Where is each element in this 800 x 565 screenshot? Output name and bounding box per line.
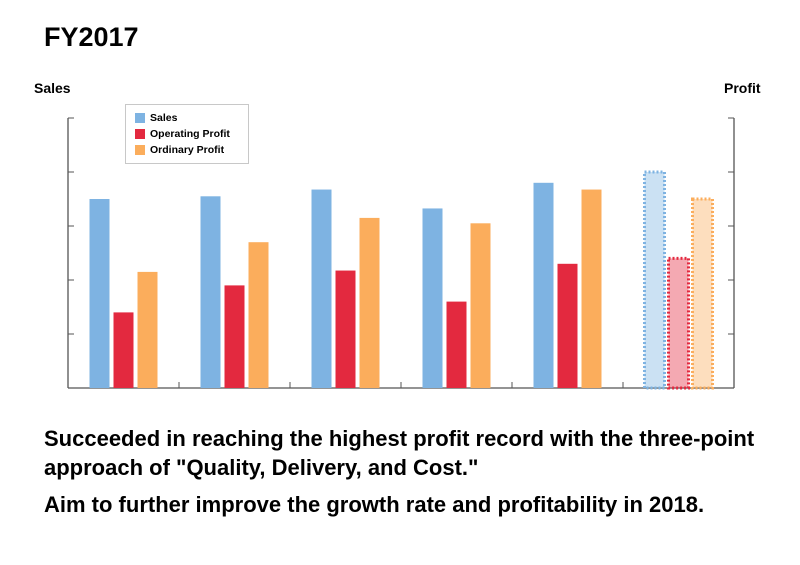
bar-sales bbox=[89, 199, 110, 388]
legend-swatch-operating-profit bbox=[135, 129, 145, 139]
caption-line-2: Aim to further improve the growth rate a… bbox=[44, 492, 705, 517]
bar-operating-profit bbox=[113, 312, 134, 388]
bar-sales bbox=[533, 182, 554, 388]
bar-operating-profit bbox=[557, 263, 578, 388]
projected-bar-sales bbox=[643, 170, 666, 390]
bar-operating-profit bbox=[335, 270, 356, 388]
bar-sales bbox=[311, 189, 332, 388]
left-axis-label: Sales bbox=[34, 80, 71, 96]
legend-item-sales: Sales bbox=[135, 110, 248, 126]
bar-operating-profit bbox=[446, 301, 467, 388]
bar-ordinary-profit bbox=[359, 217, 380, 388]
bar-sales bbox=[200, 196, 221, 388]
legend-label-sales: Sales bbox=[150, 112, 178, 124]
bar-ordinary-profit bbox=[137, 271, 158, 388]
legend-item-ordinary-profit: Ordinary Profit bbox=[135, 142, 248, 158]
page-title: FY2017 bbox=[44, 22, 139, 52]
legend-item-operating-profit: Operating Profit bbox=[135, 126, 248, 142]
projected-bar-ordinary-profit bbox=[691, 197, 714, 390]
caption-line-1: Succeeded in reaching the highest profit… bbox=[44, 426, 755, 480]
legend-swatch-sales bbox=[135, 113, 145, 123]
projected-bar-operating-profit bbox=[667, 256, 690, 390]
bar-ordinary-profit bbox=[581, 189, 602, 388]
bar-sales bbox=[422, 208, 443, 388]
right-axis-label: Profit bbox=[724, 80, 761, 96]
bar-chart bbox=[67, 117, 735, 390]
bar-ordinary-profit bbox=[470, 223, 491, 388]
legend-swatch-ordinary-profit bbox=[135, 145, 145, 155]
legend-label-operating-profit: Operating Profit bbox=[150, 128, 230, 140]
chart-legend: Sales Operating Profit Ordinary Profit bbox=[125, 104, 249, 164]
bar-ordinary-profit bbox=[248, 242, 269, 388]
bar-operating-profit bbox=[224, 285, 245, 388]
legend-label-ordinary-profit: Ordinary Profit bbox=[150, 144, 225, 156]
